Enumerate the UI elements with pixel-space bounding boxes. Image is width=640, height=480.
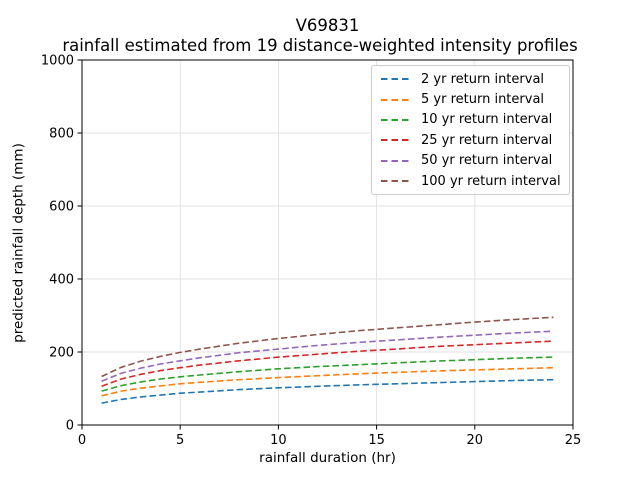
legend-line-swatch (381, 180, 409, 183)
tick-labels: 0 5 10 15 20 25 0 200 400 600 800 1000 (41, 54, 581, 449)
curve-series-2 (101, 356, 554, 392)
y-tick-label: 400 (49, 273, 74, 288)
x-tick-label: 15 (368, 433, 385, 448)
legend-label: 10 yr return interval (421, 112, 553, 128)
legend-item-2: 10 yr return interval (372, 110, 569, 130)
legend-item-0: 2 yr return interval (372, 69, 569, 89)
axes-spines (81, 59, 574, 426)
curve-series-1 (101, 366, 554, 397)
x-tick-label: 0 (78, 433, 86, 448)
x-axis-label: rainfall duration (hr) (259, 450, 396, 466)
curve-series-5 (101, 316, 554, 378)
axis-ticks (77, 59, 574, 430)
legend-label: 50 yr return interval (421, 153, 553, 169)
legend-label: 5 yr return interval (421, 92, 545, 108)
y-tick-label: 200 (49, 346, 74, 361)
legend-label: 25 yr return interval (421, 132, 553, 148)
legend-line-swatch (381, 139, 409, 142)
curve-series-3 (101, 340, 554, 388)
legend-item-4: 50 yr return interval (372, 151, 569, 171)
curve-series-4 (101, 330, 554, 382)
legend-item-5: 100 yr return interval (372, 171, 569, 191)
y-tick-label: 800 (49, 127, 74, 142)
legend-label: 100 yr return interval (421, 173, 561, 189)
x-tick-label: 10 (270, 433, 287, 448)
x-tick-label: 5 (176, 433, 184, 448)
legend-line-swatch (381, 78, 409, 81)
legend: 2 yr return interval 5 yr return interval… (371, 65, 570, 196)
y-tick-label: 600 (49, 200, 74, 215)
x-tick-label: 20 (467, 433, 484, 448)
legend-item-1: 5 yr return interval (372, 89, 569, 109)
chart-subtitle: rainfall estimated from 19 distance-weig… (62, 36, 578, 55)
legend-label: 2 yr return interval (421, 71, 545, 87)
legend-line-swatch (381, 159, 409, 162)
legend-item-3: 25 yr return interval (372, 130, 569, 150)
y-axis-label: predicted rainfall depth (mm) (10, 143, 27, 343)
chart-title: V69831 (295, 16, 360, 35)
y-tick-label: 1000 (41, 54, 74, 69)
legend-line-swatch (381, 118, 409, 121)
legend-line-swatch (381, 98, 409, 101)
y-tick-label: 0 (66, 419, 74, 434)
x-tick-label: 25 (565, 433, 582, 448)
curve-series-0 (101, 378, 554, 404)
